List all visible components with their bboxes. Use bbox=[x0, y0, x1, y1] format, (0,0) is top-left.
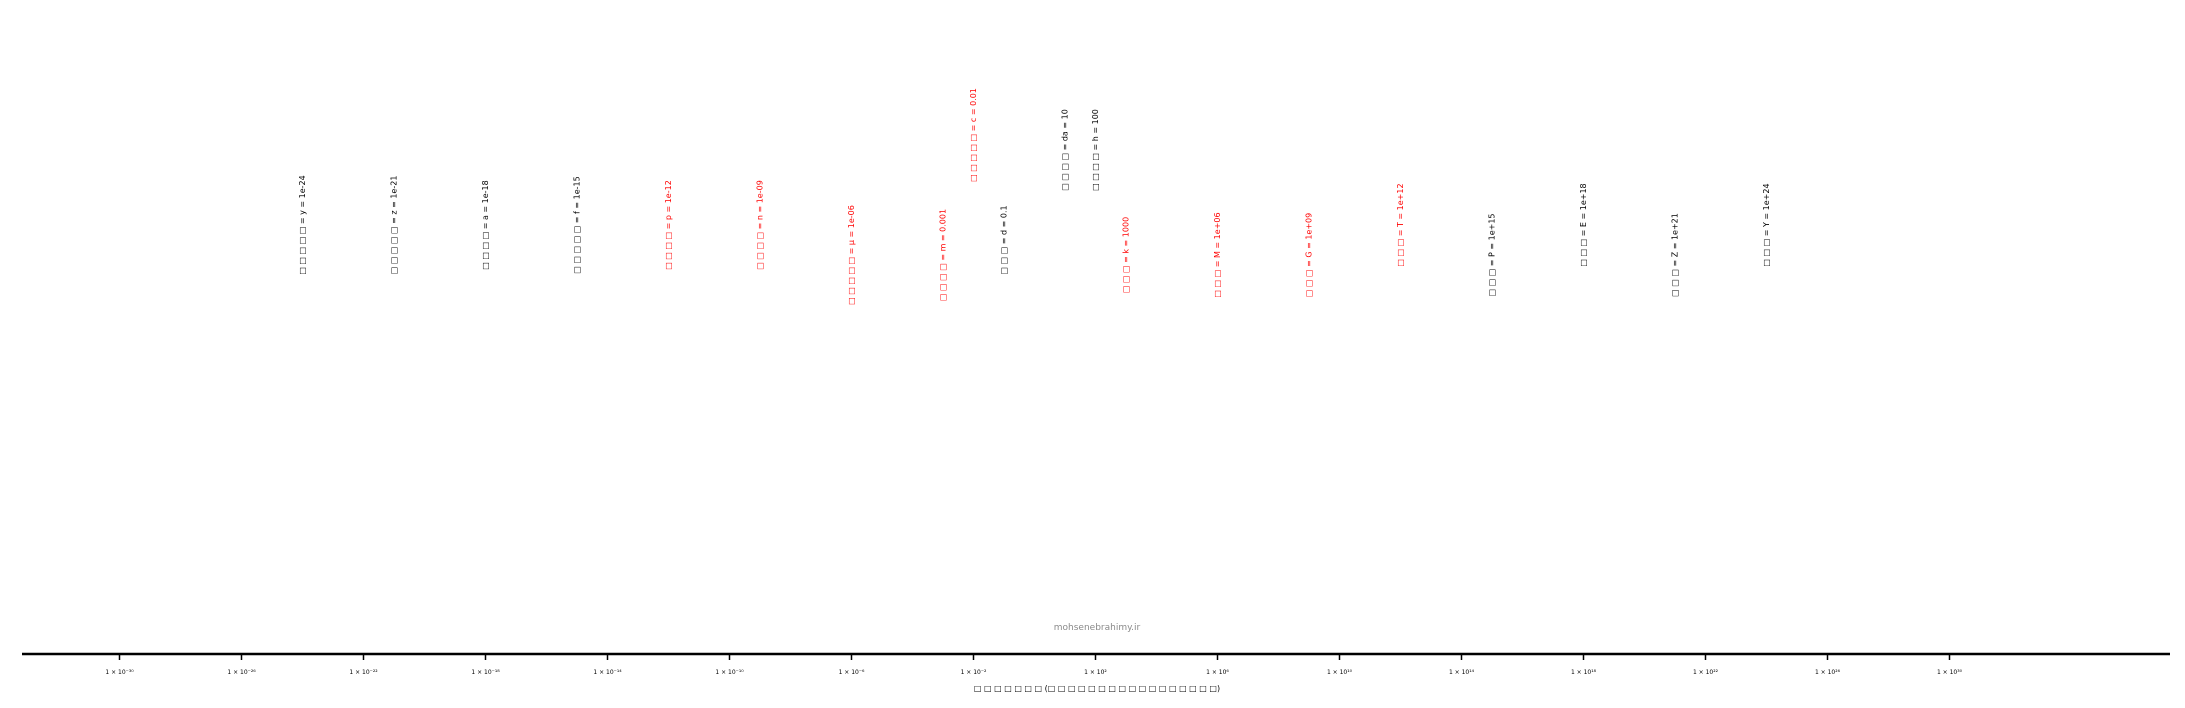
prefix-label: □ □ □ □ = a = 1e-18 bbox=[481, 180, 490, 269]
prefix-label: □ □ □ = G = 1e+09 bbox=[1305, 213, 1314, 297]
x-tick-label: 1 × 10⁻¹⁰ bbox=[715, 669, 744, 676]
prefix-label: □ □ □ □ = h = 100 bbox=[1091, 109, 1100, 191]
x-tick-label: 1 × 10¹⁸ bbox=[1571, 669, 1597, 676]
x-tick-label: 1 × 10²⁶ bbox=[1815, 669, 1841, 676]
prefix-label: □ □ □ □ □ = f = 1e-15 bbox=[573, 176, 582, 273]
prefix-label: □ □ □ = k = 1000 bbox=[1122, 217, 1131, 293]
x-tick-label: 1 × 10⁻⁶ bbox=[839, 669, 865, 676]
prefix-label: □ □ □ □ □ = y = 1e-24 bbox=[298, 175, 307, 274]
x-tick-label: 1 × 10⁻² bbox=[961, 669, 987, 676]
x-tick-label: 1 × 10²² bbox=[1693, 669, 1719, 676]
prefix-label: □ □ □ □ □ = μ = 1e-06 bbox=[847, 205, 856, 305]
x-tick-label: 1 × 10⁶ bbox=[1206, 669, 1229, 676]
prefix-label: □ □ □ = T = 1e+12 bbox=[1396, 183, 1405, 266]
prefix-label: □ □ □ □ □ = c = 0.01 bbox=[969, 88, 978, 182]
prefix-label: □ □ □ = Z = 1e+21 bbox=[1671, 213, 1680, 297]
prefix-label: □ □ □ = d = 0.1 bbox=[1000, 205, 1009, 274]
x-tick-label: 1 × 10⁻²² bbox=[349, 669, 378, 676]
prefix-label: □ □ □ □ = p = 1e-12 bbox=[664, 180, 673, 270]
prefix-label: □ □ □ □ = n = 1e-09 bbox=[756, 180, 765, 270]
x-axis-ticks: 1 × 10⁻³⁰ 1 × 10⁻²⁶ 1 × 10⁻²² 1 × 10⁻¹⁸ 1 × … bbox=[105, 654, 1963, 676]
prefix-label: □ □ □ = M = 1e+06 bbox=[1213, 212, 1222, 297]
prefix-label: □ □ □ = Y = 1e+24 bbox=[1762, 183, 1771, 266]
x-tick-label: 1 × 10⁻¹⁴ bbox=[593, 669, 622, 676]
prefix-label: □ □ □ □ □ = z = 1e-21 bbox=[390, 176, 399, 275]
x-tick-label: 1 × 10¹⁴ bbox=[1449, 669, 1475, 676]
x-tick-label: 1 × 10⁻³⁰ bbox=[105, 669, 134, 676]
x-tick-label: 1 × 10¹⁰ bbox=[1327, 669, 1353, 676]
x-tick-label: 1 × 10⁻¹⁸ bbox=[471, 669, 500, 676]
x-tick-label: 1 × 10³⁰ bbox=[1937, 669, 1963, 676]
watermark: mohsenebrahimy.ir bbox=[1054, 623, 1141, 633]
x-tick-label: 1 × 10² bbox=[1084, 669, 1107, 676]
prefix-label: □ □ □ □ = m = 0.001 bbox=[939, 209, 948, 301]
prefix-labels: □ □ □ □ □ = y = 1e-24 □ □ □ □ □ = z = 1e-… bbox=[298, 88, 1771, 305]
prefix-label: □ □ □ = E = 1e+18 bbox=[1579, 183, 1588, 266]
prefix-label: □ □ □ □ = da = 10 bbox=[1061, 109, 1070, 191]
x-axis-label: □ □ □ □ □ □ □ (□ □ □ □ □ □ □ □ □ □ □ □ □… bbox=[974, 684, 1220, 693]
prefix-label: □ □ □ = P = 1e+15 bbox=[1488, 213, 1497, 296]
x-tick-label: 1 × 10⁻²⁶ bbox=[227, 669, 256, 676]
